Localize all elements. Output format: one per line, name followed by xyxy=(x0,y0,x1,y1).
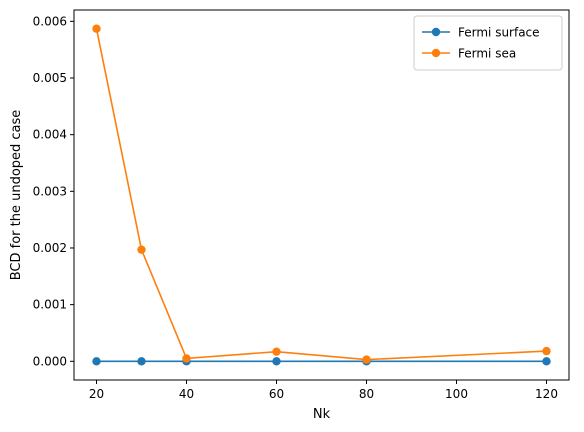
legend-box xyxy=(413,15,563,71)
y-tick-label: 0.005 xyxy=(33,71,67,85)
data-point-1 xyxy=(542,346,551,356)
x-tick-label: 120 xyxy=(535,387,558,401)
series-line-1 xyxy=(95,28,547,361)
data-point-1 xyxy=(362,355,371,364)
y-axis-label: BCD for the undoped case xyxy=(9,110,24,281)
x-axis-label: Nk xyxy=(313,407,331,422)
plot-frame xyxy=(73,9,570,381)
y-tick-label: 0.006 xyxy=(33,14,67,28)
axis-layer: 20 40 60 80 100 120 0.000 0.001 0.002 0.003 0.004 0… xyxy=(33,14,558,401)
data-point-1 xyxy=(92,24,101,33)
y-tick-label: 0.000 xyxy=(33,354,67,368)
x-tick-label: 40 xyxy=(179,387,194,401)
legend-label: Fermi surface xyxy=(458,26,540,40)
data-point-0 xyxy=(92,357,101,366)
y-tick-label: 0.003 xyxy=(33,184,67,198)
series-layer xyxy=(92,24,551,366)
legend-label: Fermi sea xyxy=(458,47,516,61)
y-tick-label: 0.002 xyxy=(33,241,67,255)
x-tick-label: 100 xyxy=(445,387,468,401)
x-tick-label: 80 xyxy=(359,387,374,401)
x-tick-label: 60 xyxy=(269,387,284,401)
data-point-0 xyxy=(542,357,551,366)
legend: Fermi surface Fermi sea xyxy=(413,15,563,71)
data-point-1 xyxy=(272,347,281,356)
legend-swatch-marker xyxy=(431,48,441,58)
x-tick-label: 20 xyxy=(89,387,104,401)
data-point-0 xyxy=(137,357,146,366)
data-point-1 xyxy=(137,245,146,254)
data-point-1 xyxy=(182,354,191,363)
y-tick-label: 0.004 xyxy=(33,128,67,142)
y-tick-label: 0.001 xyxy=(33,298,67,312)
data-point-0 xyxy=(272,357,281,366)
legend-swatch-marker xyxy=(431,27,441,37)
